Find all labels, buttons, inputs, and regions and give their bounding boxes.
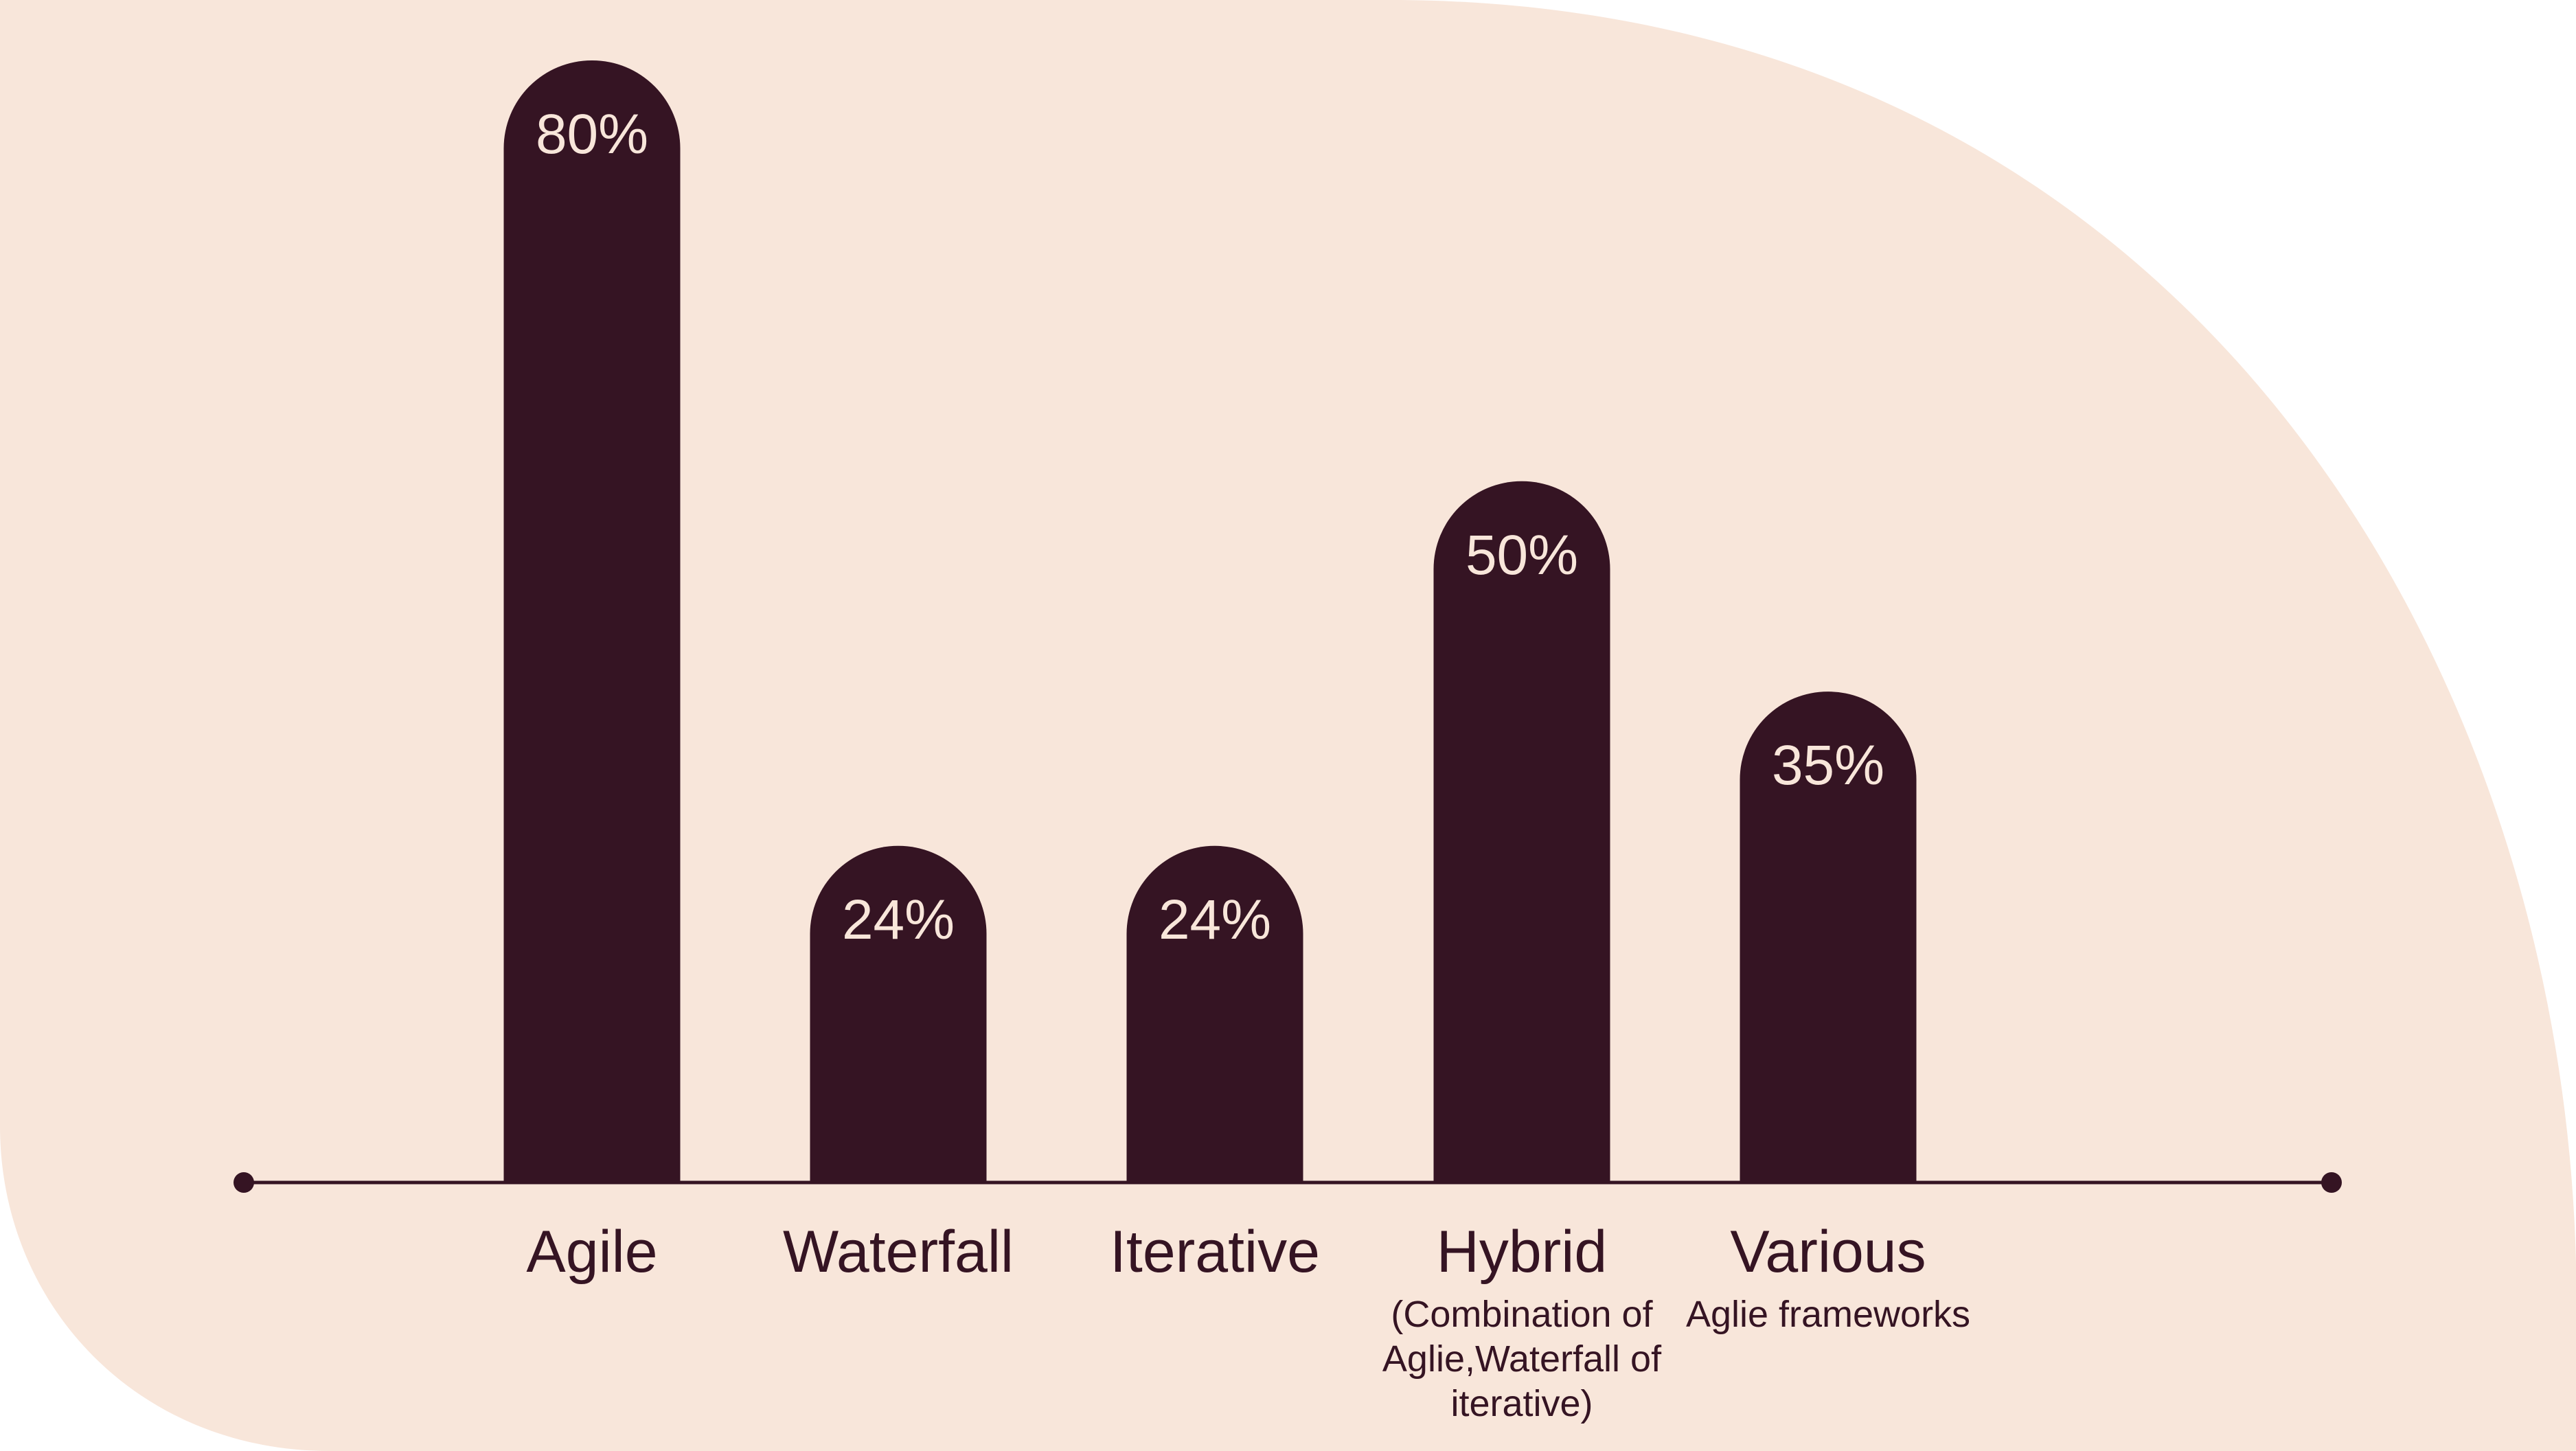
value-label-various: 35% [1772,734,1884,797]
x-axis-right-endpoint [2321,1172,2342,1193]
value-label-hybrid: 50% [1466,524,1578,586]
category-label-iterative: Iterative [1110,1219,1320,1285]
category-label-agile: Agile [526,1219,657,1285]
bar-agile [503,60,681,1182]
value-label-agile: 80% [536,103,648,165]
bar-waterfall [810,845,987,1182]
value-label-waterfall: 24% [842,889,955,951]
value-label-iterative: 24% [1159,889,1271,951]
category-label-waterfall: Waterfall [783,1219,1014,1285]
x-axis-left-endpoint [233,1172,254,1193]
bars-group: 80% 24% 24% 50% 35% [503,60,1917,1182]
x-axis [233,1172,2342,1193]
bar-hybrid [1433,481,1610,1182]
bar-iterative [1126,845,1303,1182]
category-sublabel-hybrid-1: Aglie,Waterfall of [1382,1338,1662,1380]
category-label-various: Various [1730,1219,1926,1285]
category-label-hybrid: Hybrid [1437,1219,1608,1285]
bar-various [1740,692,1917,1182]
category-labels-group: Agile Waterfall Iterative Hybrid (Combinatio… [526,1219,1970,1424]
category-sublabel-hybrid-2: iterative) [1450,1383,1593,1424]
category-sublabel-various-0: Aglie frameworks [1686,1294,1970,1335]
category-sublabel-hybrid-0: (Combination of [1391,1294,1653,1335]
